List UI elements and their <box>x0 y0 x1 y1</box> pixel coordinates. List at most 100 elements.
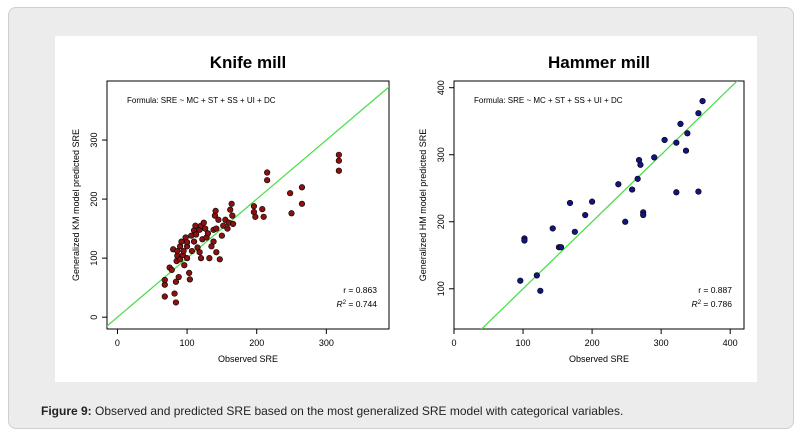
data-point <box>629 186 636 193</box>
data-point <box>661 136 668 144</box>
x-axis-label: Observed SRE <box>569 354 629 364</box>
formula-annotation: Formula: SRE ~ MC + ST + SS + UI + DC <box>474 96 623 105</box>
data-point <box>186 269 193 277</box>
data-point <box>537 287 544 294</box>
data-point <box>288 210 295 217</box>
data-point <box>204 230 212 237</box>
data-point <box>335 157 342 164</box>
knife-mill-chart: Knife mill 0 100 200 300 0 100 200 300 Observed S… <box>71 53 390 364</box>
r2-symbol: R <box>692 299 698 309</box>
data-point <box>695 188 702 195</box>
caption-text: Observed and predicted SRE based on the … <box>95 404 624 418</box>
data-point <box>224 225 231 232</box>
data-point <box>228 200 235 207</box>
data-point <box>197 255 205 262</box>
data-point <box>220 222 227 229</box>
data-point <box>298 200 306 207</box>
figure-frame: Knife mill 0 100 200 300 0 100 200 300 Observed S… <box>8 7 794 429</box>
plot-border <box>106 80 390 330</box>
data-point <box>615 181 622 188</box>
data-point <box>259 206 266 213</box>
data-point <box>174 247 181 255</box>
r2-exponent: 2 <box>698 300 702 306</box>
data-point <box>260 213 267 220</box>
data-point <box>695 110 702 117</box>
x-tick-label: 200 <box>249 338 264 348</box>
x-tick-label: 300 <box>319 338 334 348</box>
chart-title: Knife mill <box>210 53 287 72</box>
data-point <box>192 222 199 229</box>
data-point <box>190 238 198 245</box>
reference-line <box>107 86 389 327</box>
chart-title: Hammer mill <box>548 53 650 72</box>
data-point <box>335 151 342 158</box>
data-point <box>521 237 528 244</box>
data-point <box>566 199 574 207</box>
y-axis-label: Generalized HM model predicted SRE <box>418 129 428 282</box>
y-tick-label: 300 <box>436 147 446 162</box>
data-point <box>186 276 193 283</box>
r2-exponent: 2 <box>343 300 347 306</box>
data-point <box>252 213 259 220</box>
data-point <box>213 225 220 232</box>
r-annotation: r = 0.887 <box>698 285 732 295</box>
data-point <box>172 278 180 285</box>
x-axis-label: Observed SRE <box>218 354 278 364</box>
data-point <box>218 232 225 239</box>
y-tick-label: 0 <box>89 315 99 320</box>
y-tick-label: 200 <box>89 192 99 207</box>
x-tick-label: 0 <box>115 338 120 348</box>
data-point <box>640 211 647 219</box>
x-tick-label: 300 <box>654 338 669 348</box>
data-point <box>588 198 596 205</box>
reference-line <box>480 81 738 329</box>
r-annotation: r = 0.863 <box>343 285 377 295</box>
r2-value: = 0.744 <box>346 299 377 309</box>
data-point <box>571 228 578 235</box>
y-tick-label: 200 <box>436 214 446 229</box>
formula-annotation: Formula: SRE ~ MC + ST + SS + UI + DC <box>127 96 276 105</box>
data-point <box>673 139 680 146</box>
x-tick-label: 100 <box>516 338 531 348</box>
data-point <box>677 120 684 127</box>
data-point <box>517 277 524 284</box>
data-point <box>622 218 629 225</box>
data-point <box>202 225 209 232</box>
data-point <box>161 293 168 300</box>
data-point <box>673 189 680 196</box>
data-point <box>210 238 217 245</box>
data-point <box>206 255 213 262</box>
x-tick-label: 0 <box>451 338 456 348</box>
data-point <box>188 247 196 255</box>
data-point <box>175 273 182 281</box>
data-point <box>287 190 294 197</box>
data-point <box>183 239 191 246</box>
data-point <box>250 203 258 210</box>
data-point <box>651 154 658 161</box>
r2-annotation: R2 = 0.744 <box>337 299 378 309</box>
data-point <box>264 169 271 176</box>
data-point <box>264 177 271 184</box>
data-point <box>699 98 706 105</box>
y-tick-label: 100 <box>89 251 99 266</box>
plot-border <box>453 80 745 330</box>
data-point <box>549 225 556 232</box>
data-point <box>171 290 178 297</box>
r2-symbol: R <box>337 299 343 309</box>
figure-caption: Figure 9: Observed and predicted SRE bas… <box>41 404 623 418</box>
data-point <box>533 272 540 279</box>
data-point <box>178 238 185 245</box>
data-point <box>172 299 180 306</box>
y-axis-label: Generalized KM model predicted SRE <box>71 129 81 281</box>
data-point <box>227 206 234 213</box>
data-point <box>215 216 222 223</box>
x-tick-label: 200 <box>585 338 600 348</box>
r2-value: = 0.786 <box>701 299 732 309</box>
figure-panel: Knife mill 0 100 200 300 0 100 200 300 Observed S… <box>55 36 757 382</box>
caption-label: Figure 9: <box>41 404 92 418</box>
data-point <box>196 249 203 256</box>
data-point <box>193 231 200 238</box>
data-point <box>216 256 223 263</box>
r2-annotation: R2 = 0.786 <box>692 299 733 309</box>
data-point <box>637 161 644 168</box>
